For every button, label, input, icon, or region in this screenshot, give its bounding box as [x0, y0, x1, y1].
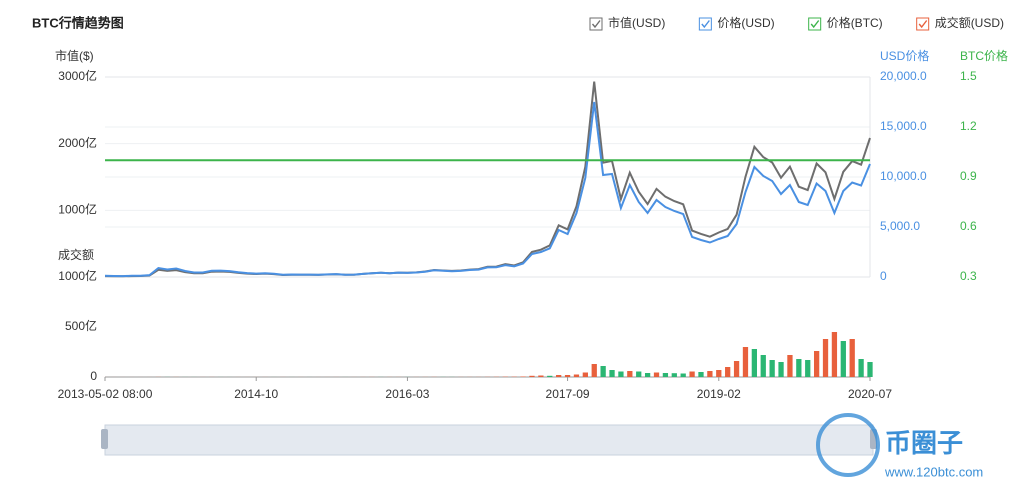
legend-check [591, 20, 601, 29]
volume-bar [644, 373, 651, 377]
tick-label: 500亿 [65, 318, 97, 333]
volume-bar [733, 361, 740, 377]
chart-title: BTC行情趋势图 [32, 15, 124, 30]
x-tick-label: 2016-03 [385, 387, 429, 401]
volume-bar [813, 351, 820, 377]
legend-check [918, 20, 928, 29]
legend-item[interactable]: 价格(BTC) [808, 15, 883, 31]
tick-label: 0.6 [960, 219, 977, 233]
legend-item[interactable]: 价格(USD) [698, 15, 775, 31]
legend-label: 市值(USD) [608, 15, 665, 30]
tick-label: 0 [90, 369, 97, 383]
zoom-slider[interactable] [101, 424, 877, 456]
legend-label: 价格(BTC) [827, 15, 883, 30]
volume-bar [591, 364, 597, 377]
volume-bar [751, 349, 757, 377]
legend-check [701, 20, 710, 29]
tick-label: 5,000.0 [880, 219, 920, 233]
volume-bar [867, 362, 873, 377]
legend: 市值(USD) 价格(USD) 价格(BTC) 成交额(USD) [589, 15, 1004, 31]
x-tick-label: 2013-05-02 08:00 [58, 387, 153, 401]
legend-checkbox [698, 17, 712, 31]
volume-bar [796, 359, 802, 377]
btc-axis-label: BTC价格 [960, 48, 1008, 63]
legend-checkbox [916, 17, 930, 31]
volume-bar [698, 372, 704, 377]
legend-label: 成交额(USD) [935, 15, 1004, 30]
usd-axis-label: USD价格 [880, 48, 929, 63]
tick-label: 3000亿 [58, 68, 97, 83]
y-axis-label: 市值($) [55, 48, 94, 63]
volume-bar [849, 339, 855, 377]
volume-bar [840, 341, 846, 377]
x-tick-label: 2014-10 [234, 387, 278, 401]
volume-bar [538, 375, 544, 377]
volume-bar [627, 371, 633, 377]
tick-label: 1.5 [960, 69, 977, 83]
volume-bar [573, 374, 580, 377]
tick-label: 10,000.0 [880, 169, 927, 183]
tick-label: 20,000.0 [880, 69, 927, 83]
tick-label: 0.3 [960, 269, 977, 283]
tick-label: 1.2 [960, 119, 977, 133]
volume-bar [822, 339, 829, 377]
volume-bar [858, 359, 864, 377]
volume-bar [529, 375, 535, 377]
legend-label: 价格(USD) [717, 15, 774, 30]
tick-label: 1000亿 [58, 268, 97, 283]
legend-item[interactable]: 市值(USD) [589, 15, 665, 31]
tick-label: 0 [880, 269, 887, 283]
x-tick-label: 2017-09 [546, 387, 590, 401]
volume-bar [742, 347, 749, 377]
volume-bar [600, 366, 606, 377]
plot-area: 1000亿 2000亿 3000亿 0 500亿 1000亿 0 5,000.0 10,000.… [58, 68, 977, 401]
volume-bar [556, 375, 562, 377]
volume-bar [778, 362, 784, 377]
watermark-logo [816, 413, 880, 477]
tick-label: 2000亿 [58, 135, 97, 150]
volume-bar [769, 360, 775, 377]
volume-bar [725, 367, 731, 377]
volume-bar [618, 371, 624, 377]
volume-bar [520, 376, 526, 377]
watermark-title: 币圈子 [885, 428, 963, 458]
tick-label: 0.9 [960, 169, 977, 183]
volume-axis-label: 成交额 [58, 247, 94, 262]
volume-bar [831, 332, 838, 377]
volume-bar [564, 375, 571, 377]
volume-bar [653, 372, 660, 377]
legend-checkbox [808, 17, 822, 31]
volume-bar [636, 371, 642, 377]
volume-bar [547, 375, 553, 377]
watermark-url: www.120btc.com [884, 464, 983, 479]
legend-check [810, 20, 820, 29]
volume-bar [609, 370, 615, 377]
slider-handle[interactable] [101, 429, 108, 449]
x-tick-label: 2020-07 [848, 387, 892, 401]
watermark: 币圈子 www.120btc.com [816, 413, 983, 479]
volume-bar [716, 370, 722, 377]
tick-label: 1000亿 [58, 202, 97, 217]
volume-bar [680, 373, 686, 377]
volume-bar [707, 371, 713, 377]
series-line [104, 81, 871, 278]
volume-bar [787, 355, 793, 377]
series-line [104, 101, 871, 278]
volume-bar [582, 372, 588, 377]
slider-track[interactable] [104, 424, 874, 456]
x-tick-label: 2019-02 [697, 387, 741, 401]
volume-bar [760, 355, 766, 377]
tick-label: 15,000.0 [880, 119, 927, 133]
volume-bar [689, 371, 695, 377]
legend-checkbox [589, 17, 603, 31]
volume-bar [671, 373, 677, 377]
legend-item[interactable]: 成交额(USD) [916, 15, 1004, 31]
volume-bar [805, 360, 811, 377]
volume-bar [662, 373, 669, 377]
